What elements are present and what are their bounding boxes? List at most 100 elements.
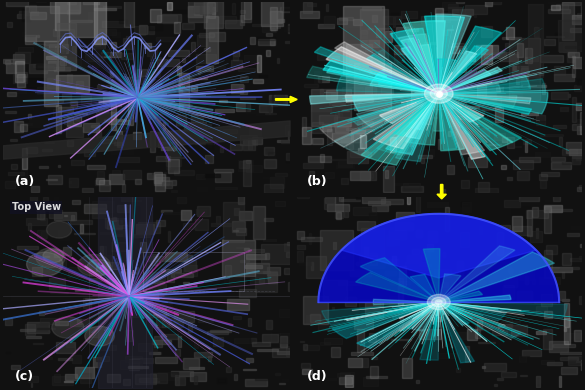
Bar: [555, 33, 567, 36]
Bar: [457, 48, 466, 73]
Polygon shape: [439, 79, 546, 94]
Bar: [460, 232, 469, 247]
Bar: [160, 138, 177, 139]
Bar: [339, 372, 354, 383]
Bar: [493, 0, 501, 4]
Bar: [394, 44, 408, 54]
Bar: [543, 312, 552, 319]
Bar: [270, 7, 277, 30]
Polygon shape: [307, 66, 439, 94]
Bar: [431, 99, 438, 106]
Bar: [71, 215, 74, 220]
Bar: [346, 44, 372, 100]
Bar: [196, 54, 216, 63]
Polygon shape: [395, 94, 439, 161]
Bar: [270, 11, 282, 23]
Bar: [346, 144, 353, 149]
Polygon shape: [439, 94, 521, 143]
Polygon shape: [401, 47, 439, 94]
Bar: [329, 103, 345, 105]
Bar: [259, 83, 261, 93]
Bar: [99, 314, 106, 323]
Bar: [70, 20, 92, 21]
Bar: [570, 257, 585, 261]
Bar: [246, 358, 253, 362]
Bar: [453, 43, 464, 53]
Bar: [412, 215, 432, 222]
Bar: [304, 346, 319, 350]
Bar: [271, 105, 277, 106]
Bar: [511, 325, 526, 336]
Bar: [324, 338, 342, 344]
Bar: [405, 262, 427, 270]
Bar: [450, 347, 463, 351]
Bar: [445, 308, 461, 313]
Bar: [408, 122, 426, 124]
Bar: [357, 121, 373, 124]
Bar: [47, 61, 64, 69]
Bar: [50, 0, 81, 13]
Bar: [541, 172, 559, 176]
Bar: [136, 207, 139, 218]
Bar: [387, 237, 399, 245]
Bar: [125, 276, 135, 282]
Bar: [249, 249, 264, 252]
Bar: [165, 156, 184, 158]
Bar: [421, 251, 429, 259]
Bar: [154, 69, 160, 77]
Bar: [345, 375, 353, 386]
Bar: [54, 250, 63, 257]
Bar: [326, 90, 336, 99]
Bar: [14, 121, 23, 133]
Bar: [460, 180, 469, 188]
Bar: [474, 15, 476, 18]
Bar: [581, 229, 585, 240]
Bar: [197, 35, 207, 46]
Bar: [240, 14, 244, 25]
Bar: [219, 16, 236, 23]
Bar: [236, 247, 248, 248]
Bar: [279, 383, 285, 384]
Bar: [353, 99, 373, 101]
Bar: [419, 264, 431, 266]
Circle shape: [435, 91, 443, 97]
Bar: [97, 326, 104, 328]
Bar: [318, 24, 334, 28]
Bar: [394, 54, 404, 62]
Bar: [82, 298, 91, 308]
Bar: [215, 216, 219, 224]
Bar: [95, 180, 111, 185]
Bar: [505, 252, 519, 255]
Bar: [442, 2, 457, 10]
Bar: [54, 0, 69, 30]
Bar: [432, 125, 443, 130]
Bar: [30, 186, 39, 192]
Bar: [448, 7, 462, 8]
Bar: [498, 324, 512, 327]
Bar: [442, 30, 448, 35]
Polygon shape: [398, 34, 439, 94]
Bar: [565, 317, 570, 344]
Bar: [257, 37, 276, 40]
Bar: [137, 69, 148, 76]
Bar: [98, 108, 108, 113]
Bar: [431, 317, 442, 321]
Polygon shape: [367, 55, 439, 94]
Bar: [119, 215, 128, 224]
Bar: [123, 170, 141, 179]
Bar: [238, 195, 244, 204]
Bar: [257, 78, 272, 79]
Bar: [336, 162, 355, 168]
Polygon shape: [439, 94, 484, 155]
Bar: [546, 36, 564, 37]
Bar: [22, 148, 27, 168]
Bar: [577, 119, 585, 129]
Bar: [301, 123, 312, 133]
Bar: [306, 315, 321, 323]
Bar: [370, 366, 378, 378]
Bar: [113, 142, 123, 145]
Bar: [390, 227, 393, 230]
Bar: [21, 169, 27, 179]
Bar: [126, 35, 132, 39]
Bar: [196, 209, 206, 214]
